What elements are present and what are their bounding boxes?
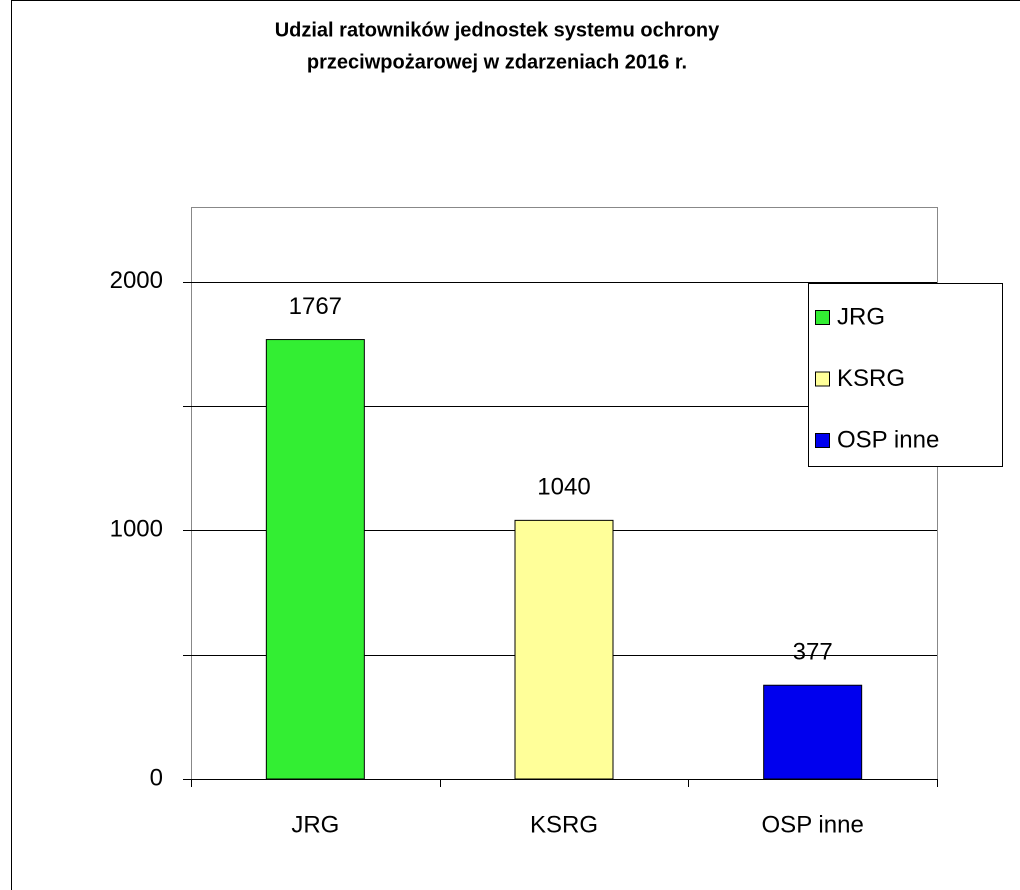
value-label: 1767	[289, 293, 342, 320]
x-tick-label: JRG	[291, 811, 339, 838]
x-tick-label: OSP inne	[762, 811, 864, 838]
legend-swatch	[815, 371, 830, 387]
bar	[514, 519, 614, 780]
legend-swatch	[815, 433, 830, 448]
x-tick-label: KSRG	[530, 811, 598, 838]
chart-title: przeciwpożarowej w zdarzeniach 2016 r.	[307, 51, 687, 73]
legend-label: KSRG	[837, 365, 905, 392]
bar	[265, 339, 365, 780]
legend-swatch	[815, 310, 830, 325]
value-label: 1040	[537, 474, 590, 501]
y-tick-label: 0	[150, 764, 163, 791]
chart-title: Udzial ratowników jednostek systemu ochr…	[275, 19, 720, 41]
y-tick-label: 2000	[110, 267, 163, 294]
legend-box	[808, 283, 1003, 467]
legend-label: JRG	[837, 303, 885, 330]
legend-label: OSP inne	[837, 426, 939, 453]
y-tick-label: 1000	[110, 516, 163, 543]
value-label: 377	[793, 639, 833, 666]
bar	[763, 684, 863, 780]
